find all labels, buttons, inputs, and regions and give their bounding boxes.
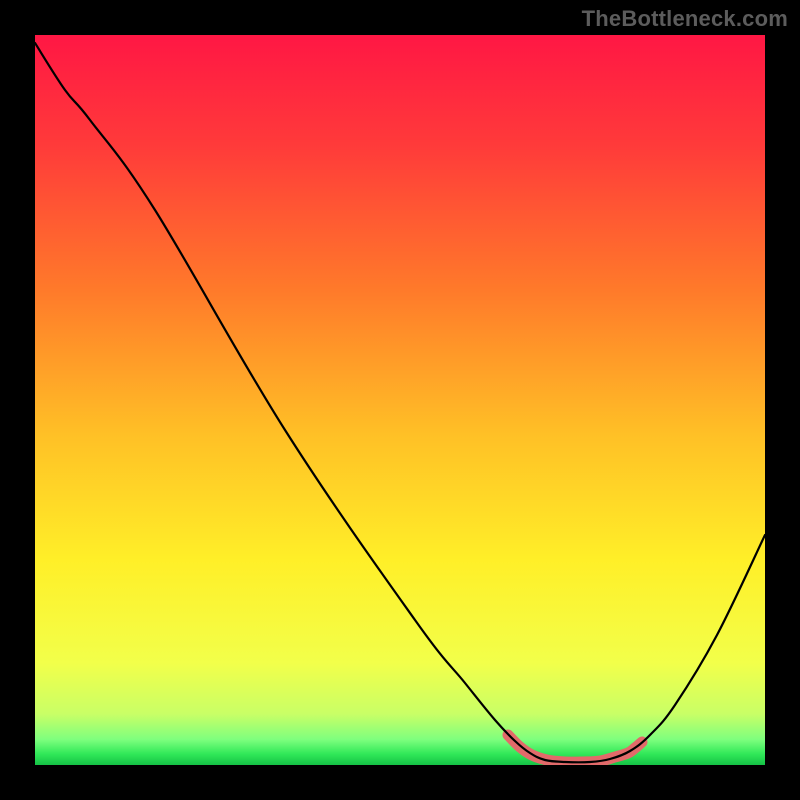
gradient-background: [35, 35, 765, 765]
chart-container: TheBottleneck.com: [0, 0, 800, 800]
plot-area: [35, 35, 765, 765]
watermark-text: TheBottleneck.com: [582, 6, 788, 32]
